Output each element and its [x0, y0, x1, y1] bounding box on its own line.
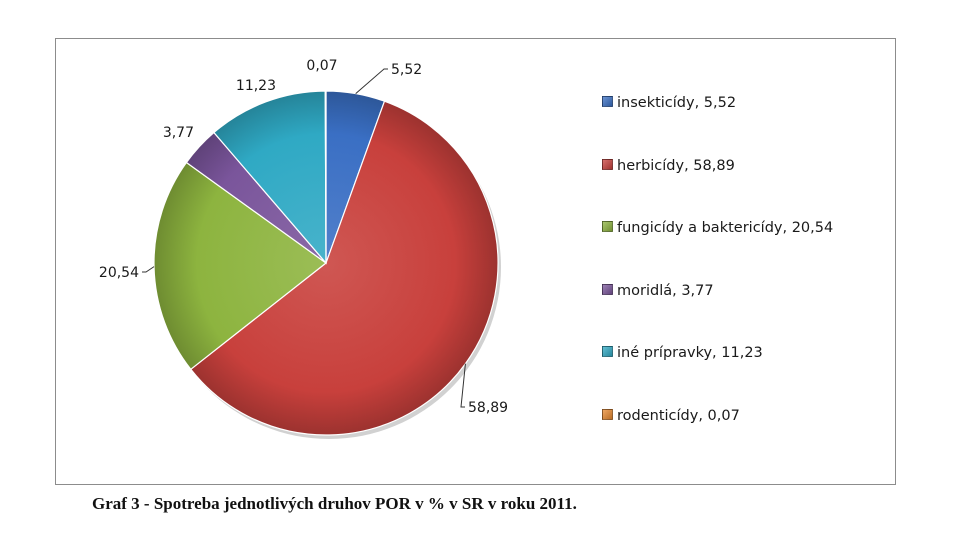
- pie-slice-5: [324, 90, 327, 264]
- leader-line-2: [142, 266, 155, 273]
- legend-item-3: moridlá, 3,77: [602, 282, 714, 300]
- legend-label-5: rodenticídy, 0,07: [617, 407, 740, 424]
- legend-label-3: moridlá, 3,77: [617, 282, 714, 299]
- pie-chart: 5,52 58,89 20,54 3,77 11,23 0,07: [99, 58, 508, 439]
- pie-slice-1: [189, 100, 499, 436]
- legend-swatch-3: [602, 283, 613, 295]
- legend-label-0: insekticídy, 5,52: [617, 95, 737, 111]
- data-label-0: 5,52: [391, 62, 422, 78]
- legend-swatch-1: [602, 158, 613, 170]
- pie-slice-4: [213, 90, 327, 265]
- figure-caption: Graf 3 - Spotreba jednotlivých druhov PO…: [92, 494, 577, 513]
- leader-line-0: [355, 68, 388, 94]
- legend-item-1: herbicídy, 58,89: [602, 157, 735, 175]
- legend-item-0: insekticídy, 5,52: [602, 94, 736, 112]
- legend-item-5: rodenticídy, 0,07: [602, 407, 740, 425]
- chart-frame: 5,52 58,89 20,54 3,77 11,23 0,07 insekticídy,…: [55, 38, 896, 485]
- legend-swatch-5: [602, 408, 613, 420]
- data-label-2: 20,54: [99, 265, 139, 281]
- data-label-4: 11,23: [236, 78, 276, 94]
- legend-swatch-4: [602, 346, 613, 357]
- legend-item-4: iné prípravky, 11,23: [602, 344, 763, 362]
- legend-label-4: iné prípravky, 11,23: [617, 345, 763, 361]
- data-label-1: 58,89: [468, 400, 508, 416]
- legend-item-2: fungicídy a baktericídy, 20,54: [602, 219, 833, 237]
- legend-label-2: fungicídy a baktericídy, 20,54: [617, 220, 834, 236]
- data-label-5: 0,07: [306, 58, 337, 74]
- legend-swatch-0: [602, 96, 613, 107]
- data-label-3: 3,77: [163, 125, 194, 141]
- legend-swatch-2: [602, 221, 613, 232]
- pie-slice-2: [153, 161, 327, 371]
- leader-line-1: [460, 363, 466, 408]
- legend-label-1: herbicídy, 58,89: [617, 157, 735, 174]
